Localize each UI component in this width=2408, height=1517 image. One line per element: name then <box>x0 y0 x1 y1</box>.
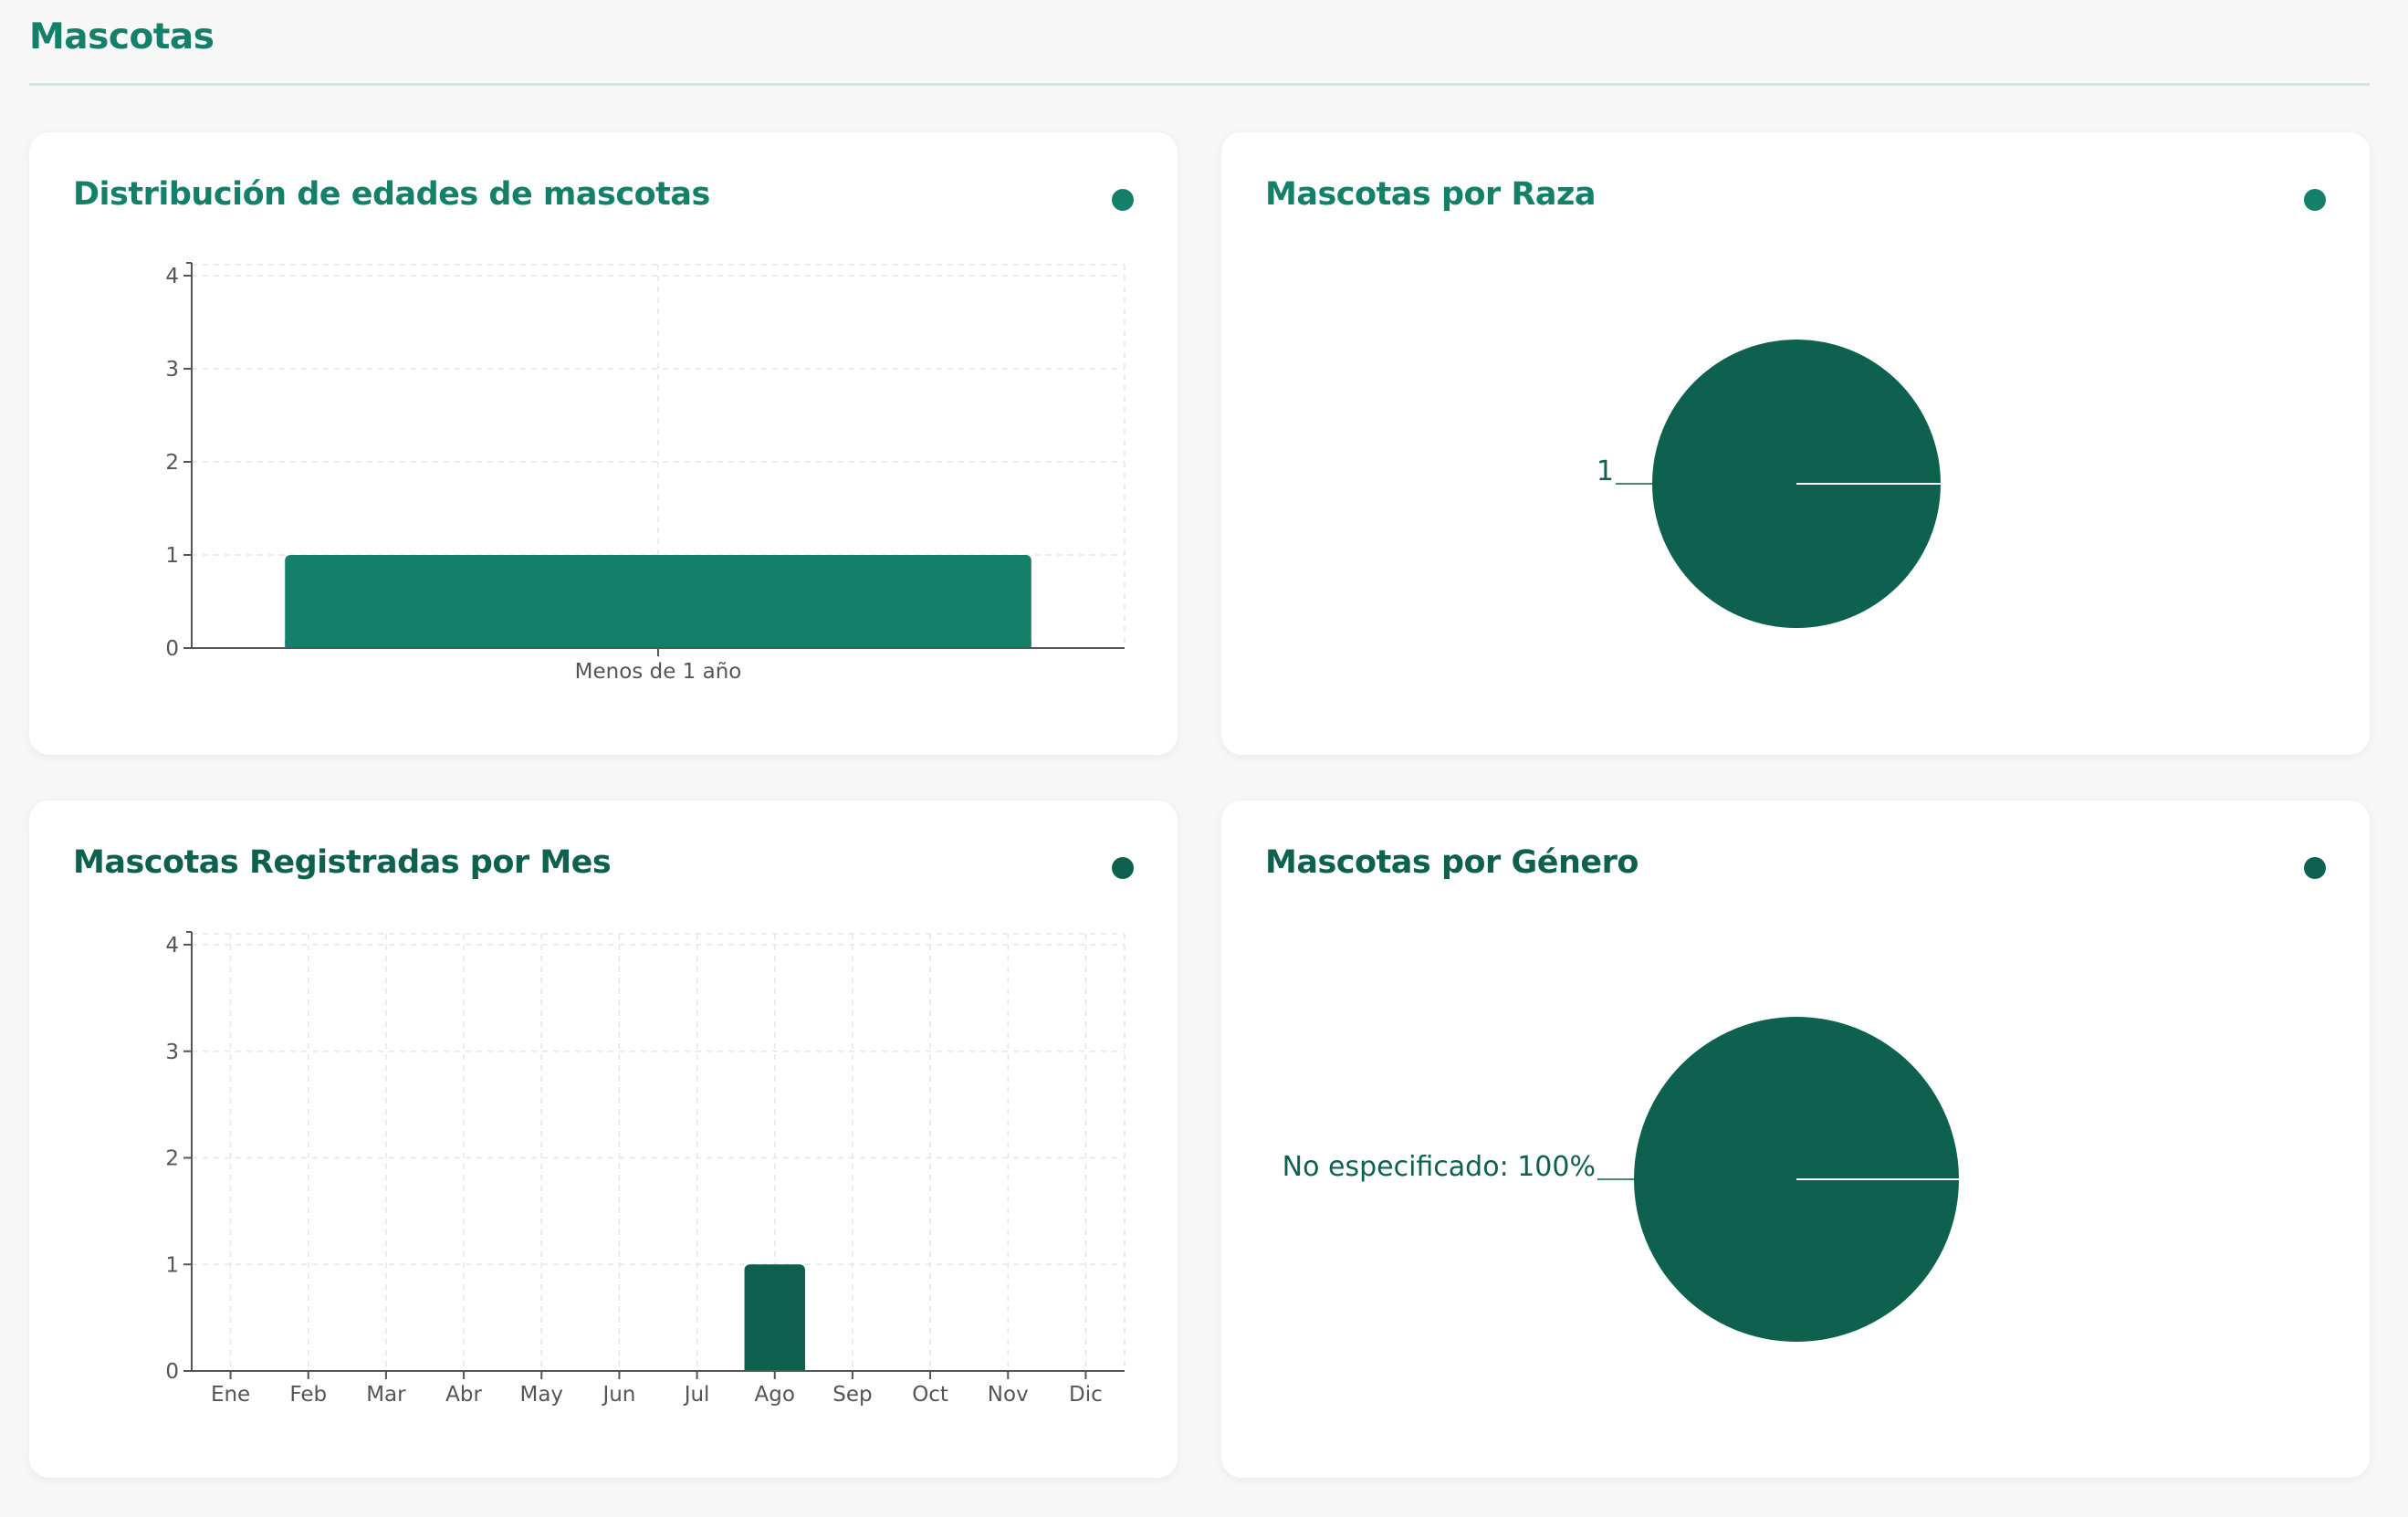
x-tick-label-oct: Oct <box>912 1383 948 1407</box>
y-tick-label: 2 <box>165 451 179 475</box>
status-dot <box>1112 189 1134 211</box>
x-tick-label-ago: Ago <box>755 1383 795 1407</box>
x-tick-label-may: May <box>519 1383 563 1407</box>
bar-base-ago <box>744 1364 805 1371</box>
y-tick-label: 3 <box>165 358 179 382</box>
pie-label-no-especificado-100: No especificado: 100% <box>1283 1151 1596 1183</box>
monthly-registrations-bar-chart: 0 1 2 3 4 Ene Feb Mar Abr May Jun Jul Ago Sep Oct Nov Di… <box>165 931 1125 1407</box>
x-tick-label-feb: Feb <box>289 1383 327 1407</box>
card-monthly-registrations: Mascotas Registradas por Mes 0 1 2 3 4 Ene Feb… <box>29 800 1178 1478</box>
x-tick-label-menos-de-1-a-o: Menos de 1 año <box>575 660 742 684</box>
x-tick-label-jun: Jun <box>601 1383 635 1407</box>
card-gender: Mascotas por Género No especificado: 100… <box>1221 800 2370 1478</box>
card-title-monthly: Mascotas Registradas por Mes <box>73 844 612 881</box>
age-distribution-bar-chart: 0 1 2 3 4 Menos de 1 año <box>165 262 1125 684</box>
x-tick-label-ene: Ene <box>211 1383 250 1407</box>
gender-pie-chart: No especificado: 100% <box>1283 1017 1959 1342</box>
x-tick-label-jul: Jul <box>683 1383 710 1407</box>
x-tick-label-nov: Nov <box>988 1383 1029 1407</box>
card-breed: Mascotas por Raza 1 <box>1221 132 2370 755</box>
y-tick-label: 4 <box>165 265 179 288</box>
y-tick-label: 2 <box>165 1147 179 1171</box>
status-dot <box>1112 857 1134 879</box>
y-tick-label: 3 <box>165 1041 179 1064</box>
status-dot <box>2304 189 2326 211</box>
y-tick-label: 1 <box>165 544 179 568</box>
x-tick-label-dic: Dic <box>1069 1383 1103 1407</box>
y-tick-label: 0 <box>165 637 179 661</box>
x-tick-label-abr: Abr <box>445 1383 482 1407</box>
y-tick-label: 1 <box>165 1253 179 1277</box>
card-title-age-distribution: Distribución de edades de mascotas <box>73 176 710 213</box>
pie-label-1: 1 <box>1597 455 1614 487</box>
status-dot <box>2304 857 2326 879</box>
bar-base-menos-de-1-a-o <box>285 641 1031 648</box>
breed-pie-chart: 1 <box>1597 340 1941 628</box>
card-title-breed: Mascotas por Raza <box>1265 176 1597 213</box>
card-age-distribution: Distribución de edades de mascotas 0 1 2 3 4… <box>29 132 1178 755</box>
x-tick-label-mar: Mar <box>366 1383 406 1407</box>
page-title: Mascotas <box>29 16 215 58</box>
title-divider <box>29 83 2370 86</box>
card-title-gender: Mascotas por Género <box>1265 844 1638 881</box>
x-tick-label-sep: Sep <box>832 1383 872 1407</box>
bar-menos-de-1-a-o <box>285 555 1031 648</box>
y-tick-label: 4 <box>165 934 179 957</box>
bar-ago <box>744 1264 805 1371</box>
y-tick-label: 0 <box>165 1360 179 1384</box>
